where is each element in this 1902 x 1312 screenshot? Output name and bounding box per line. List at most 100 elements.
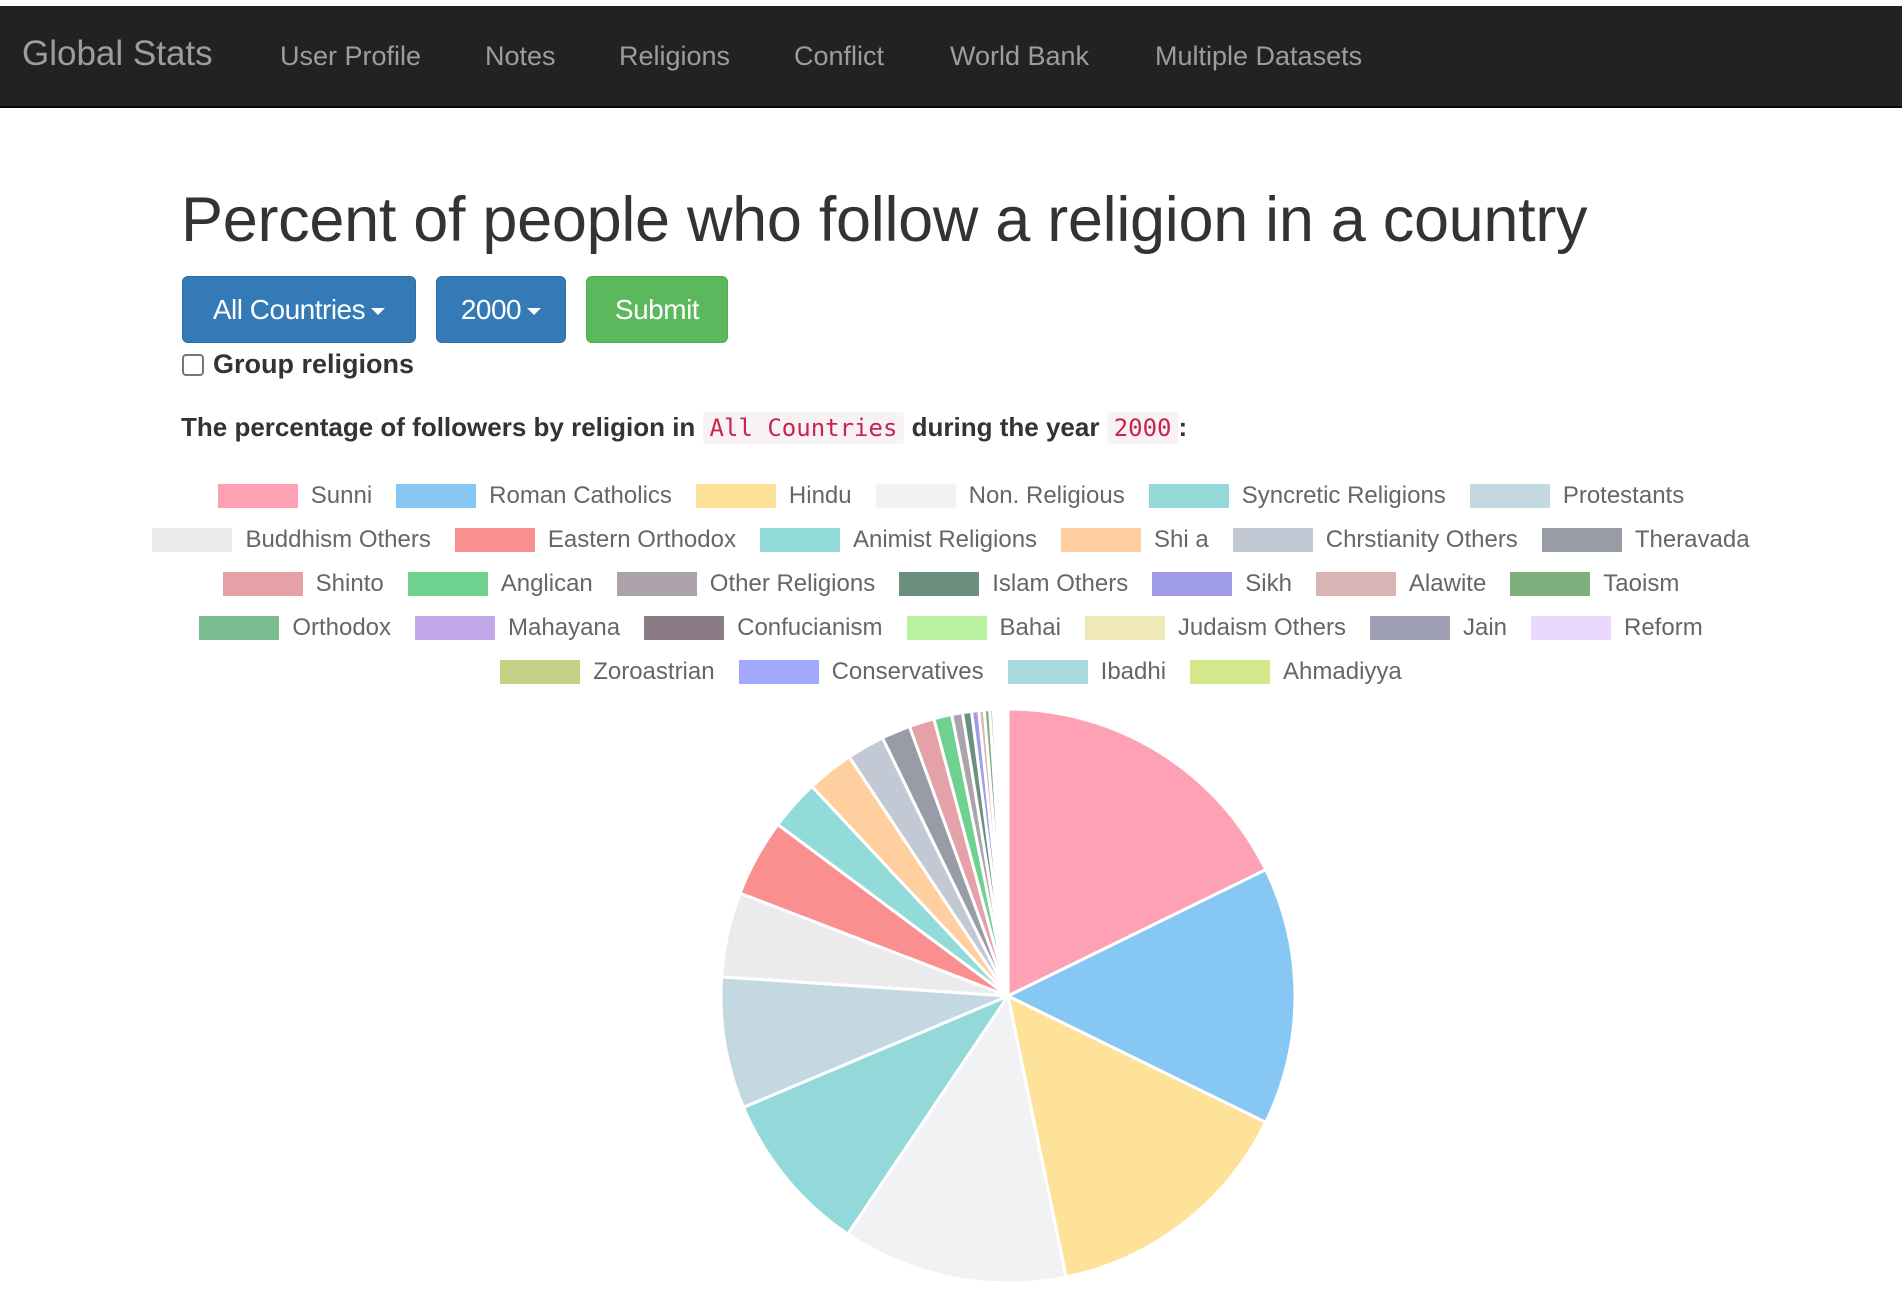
legend-swatch xyxy=(152,528,233,552)
legend-swatch xyxy=(407,572,488,596)
legend-label: Conservatives xyxy=(831,658,984,685)
legend-label: Islam Others xyxy=(992,570,1129,597)
top-navbar: Global Stats User Profile Notes Religion… xyxy=(0,6,1902,108)
legend-swatch xyxy=(899,572,980,596)
year-dropdown-button[interactable]: 2000 xyxy=(436,276,566,343)
legend-item-jain[interactable]: Jain xyxy=(1369,614,1507,642)
pie-slice-sunni[interactable] xyxy=(1006,707,1268,999)
pie-slice-hindu[interactable] xyxy=(1005,993,1268,1279)
legend-label: Judaism Others xyxy=(1177,614,1346,641)
legend-label: Bahai xyxy=(999,614,1061,641)
nav-notes[interactable]: Notes xyxy=(485,41,556,71)
legend-swatch xyxy=(1007,660,1088,684)
submit-button[interactable]: Submit xyxy=(586,276,728,343)
legend-label: Shi a xyxy=(1154,526,1209,553)
legend-label: Protestants xyxy=(1562,482,1685,509)
legend-item-shi-a[interactable]: Shi a xyxy=(1061,526,1209,554)
legend-item-alawite[interactable]: Alawite xyxy=(1315,570,1487,598)
legend-label: Sikh xyxy=(1245,570,1292,597)
group-religions-checkbox[interactable] xyxy=(182,354,204,376)
legend-label: Alawite xyxy=(1408,570,1487,597)
legend-item-zoroastrian[interactable]: Zoroastrian xyxy=(500,658,715,686)
legend-swatch xyxy=(415,616,496,640)
pie-slice-roman-catholics[interactable] xyxy=(1004,867,1297,1125)
nav-world-bank[interactable]: World Bank xyxy=(950,41,1090,71)
pie-slice-syncretic-religions[interactable] xyxy=(741,992,1013,1237)
legend-swatch xyxy=(875,484,956,508)
legend-swatch xyxy=(644,616,725,640)
legend-item-confucianism[interactable]: Confucianism xyxy=(644,614,883,642)
group-religions-label: Group religions xyxy=(213,349,415,379)
legend-label: Other Religions xyxy=(709,570,876,597)
legend-swatch xyxy=(616,572,697,596)
country-dropdown-button[interactable]: All Countries xyxy=(182,276,416,343)
legend-label: Shinto xyxy=(315,570,384,597)
legend-item-anglican[interactable]: Anglican xyxy=(407,570,593,598)
legend-item-ibadhi[interactable]: Ibadhi xyxy=(1007,658,1167,686)
legend-swatch xyxy=(500,660,581,684)
country-dropdown-label: All Countries xyxy=(212,293,366,325)
desc-prefix: The percentage of followers by religion … xyxy=(181,412,696,442)
legend-row: Orthodox Mahayana Confucianism Bahai Judaism… xyxy=(0,606,1902,650)
legend-item-buddhism-others[interactable]: Buddhism Others xyxy=(152,526,431,554)
legend-item-eastern-orthodox[interactable]: Eastern Orthodox xyxy=(454,526,736,554)
legend-swatch xyxy=(1541,528,1622,552)
legend-item-islam-others[interactable]: Islam Others xyxy=(899,570,1128,598)
year-dropdown-label: 2000 xyxy=(460,293,522,325)
nav-user-profile[interactable]: User Profile xyxy=(280,41,422,71)
legend-swatch xyxy=(1469,484,1550,508)
submit-label: Submit xyxy=(614,293,700,325)
pie-slice-ahmadiyya[interactable] xyxy=(1005,707,1010,997)
legend-item-bahai[interactable]: Bahai xyxy=(906,614,1061,642)
legend-item-non-religious[interactable]: Non. Religious xyxy=(875,482,1125,510)
legend-label: Reform xyxy=(1624,614,1703,641)
legend-label: Chrstianity Others xyxy=(1325,526,1518,553)
chart-description: The percentage of followers by religion … xyxy=(181,412,1187,444)
nav-religions[interactable]: Religions xyxy=(619,41,731,71)
legend-item-chrstianity-others[interactable]: Chrstianity Others xyxy=(1232,526,1518,554)
legend-swatch xyxy=(1084,616,1165,640)
legend-item-theravada[interactable]: Theravada xyxy=(1541,526,1750,554)
legend-item-reform[interactable]: Reform xyxy=(1531,614,1703,642)
legend-swatch xyxy=(454,528,535,552)
nav-conflict[interactable]: Conflict xyxy=(794,41,885,71)
legend-item-shinto[interactable]: Shinto xyxy=(222,570,384,598)
legend-swatch xyxy=(1148,484,1229,508)
page-title: Percent of people who follow a religion … xyxy=(181,185,1588,255)
legend-swatch xyxy=(738,660,819,684)
legend-item-judaism-others[interactable]: Judaism Others xyxy=(1084,614,1346,642)
pie-slice-non-religious[interactable] xyxy=(845,992,1068,1285)
legend-swatch xyxy=(1061,528,1142,552)
pie-slice-protestants[interactable] xyxy=(719,975,1009,1110)
legend-label: Hindu xyxy=(788,482,852,509)
legend-swatch xyxy=(396,484,477,508)
legend-label: Syncretic Religions xyxy=(1241,482,1446,509)
legend-item-conservatives[interactable]: Conservatives xyxy=(738,658,984,686)
legend-label: Zoroastrian xyxy=(593,658,715,685)
nav-multiple-datasets[interactable]: Multiple Datasets xyxy=(1155,41,1363,71)
legend-swatch xyxy=(222,572,303,596)
legend-item-ahmadiyya[interactable]: Ahmadiyya xyxy=(1190,658,1402,686)
legend-label: Ibadhi xyxy=(1100,658,1167,685)
legend-item-protestants[interactable]: Protestants xyxy=(1469,482,1685,510)
legend-item-other-religions[interactable]: Other Religions xyxy=(616,570,876,598)
legend-item-syncretic-religions[interactable]: Syncretic Religions xyxy=(1148,482,1446,510)
legend-label: Eastern Orthodox xyxy=(547,526,736,553)
desc-middle: during the year xyxy=(911,412,1100,442)
legend-item-hindu[interactable]: Hindu xyxy=(695,482,852,510)
legend-item-sikh[interactable]: Sikh xyxy=(1152,570,1292,598)
legend-item-mahayana[interactable]: Mahayana xyxy=(415,614,620,642)
legend-item-roman-catholics[interactable]: Roman Catholics xyxy=(396,482,672,510)
legend-swatch xyxy=(199,616,280,640)
legend-label: Theravada xyxy=(1634,526,1750,553)
legend-item-animist-religions[interactable]: Animist Religions xyxy=(759,526,1037,554)
legend-item-sunni[interactable]: Sunni xyxy=(217,482,373,510)
legend-label: Anglican xyxy=(500,570,593,597)
legend-item-orthodox[interactable]: Orthodox xyxy=(199,614,391,642)
legend-label: Mahayana xyxy=(508,614,621,641)
brand-link[interactable]: Global Stats xyxy=(22,34,213,73)
legend-swatch xyxy=(1315,572,1396,596)
legend-label: Sunni xyxy=(310,482,373,509)
legend-item-taoism[interactable]: Taoism xyxy=(1510,570,1679,598)
